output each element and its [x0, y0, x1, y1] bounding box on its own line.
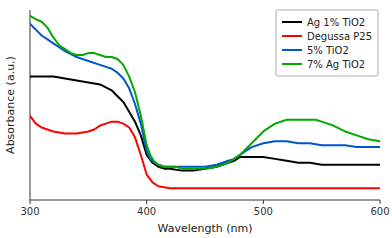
series-line — [30, 24, 380, 167]
x-axis-line — [30, 200, 380, 201]
legend-label: Ag 1% TiO2 — [307, 17, 365, 28]
legend: Ag 1% TiO2 Degussa P25 5% TiO2 7% Ag TiO2 — [276, 10, 378, 76]
axes: 300 400 500 600 — [20, 10, 389, 217]
legend-label: 7% Ag TiO2 — [307, 59, 365, 70]
x-tick — [146, 200, 147, 204]
x-tick-label: 600 — [370, 206, 389, 217]
legend-label: 5% TiO2 — [307, 45, 349, 56]
legend-swatch — [282, 63, 302, 65]
legend-swatch — [282, 35, 302, 37]
x-axis-label: Wavelength (nm) — [157, 222, 252, 235]
background — [0, 0, 392, 238]
y-axis-line — [30, 10, 31, 200]
legend-swatch — [282, 21, 302, 23]
legend-swatch — [282, 49, 302, 51]
x-tick-label: 400 — [137, 206, 156, 217]
y-axis-label: Absorbance (a.u.) — [4, 56, 17, 154]
series-line — [30, 116, 380, 188]
x-tick-label: 500 — [254, 206, 273, 217]
legend-label: Degussa P25 — [307, 31, 372, 42]
x-tick — [263, 200, 264, 204]
chart: 300 400 500 600 Wavelength (nm) Absorbance (a… — [0, 0, 392, 238]
x-tick-label: 300 — [20, 206, 39, 217]
series-line — [30, 16, 380, 169]
legend-box — [276, 10, 378, 76]
x-tick — [30, 200, 31, 204]
x-tick — [380, 200, 381, 204]
